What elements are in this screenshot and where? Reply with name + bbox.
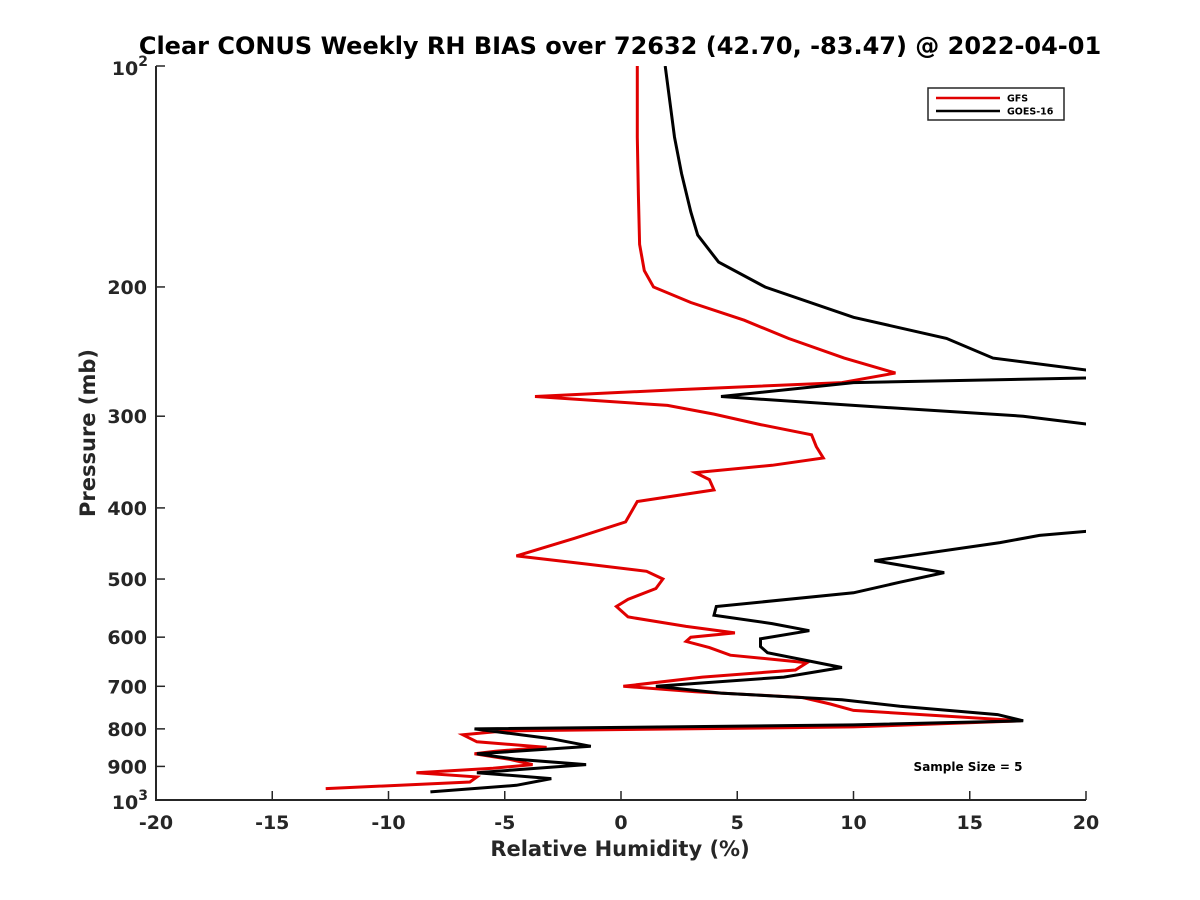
- y-tick-label: 700: [107, 676, 147, 698]
- y-tick-label: 900: [107, 756, 147, 778]
- chart-title: Clear CONUS Weekly RH BIAS over 72632 (4…: [139, 32, 1101, 60]
- axes: [155, 66, 1086, 801]
- y-tick-label: 800: [107, 719, 147, 741]
- y-tick-label: 500: [107, 569, 147, 591]
- plot-lines: [325, 66, 1086, 794]
- x-tick-label: 20: [1073, 812, 1099, 834]
- x-tick-label: 10: [840, 812, 866, 834]
- x-tick-label: 15: [957, 812, 983, 834]
- x-tick-label: -5: [494, 812, 515, 834]
- y-tick-label: 200: [107, 277, 147, 299]
- legend-label-goes-16: GOES-16: [1007, 107, 1054, 118]
- x-tick-label: -10: [371, 812, 405, 834]
- y-axis-label: Pressure (mb): [76, 349, 100, 517]
- y-tick-label: 103: [112, 788, 148, 814]
- y-tick-label: 600: [107, 627, 147, 649]
- series-line-goes-16: [430, 66, 1086, 794]
- y-axis-ticks: 102 200 300 400 500 600 700 800 900 103: [107, 54, 165, 814]
- x-tick-label: -20: [139, 812, 173, 834]
- y-tick-label: 400: [107, 498, 147, 520]
- legend-label-gfs: GFS: [1007, 94, 1028, 105]
- x-axis-ticks: -20 -15 -10 -5 0 5 10 15 20: [139, 791, 1099, 834]
- series-line-gfs: [325, 66, 1021, 791]
- x-tick-label: 5: [731, 812, 744, 834]
- sample-size-annotation: Sample Size = 5: [914, 760, 1023, 774]
- x-axis-label: Relative Humidity (%): [490, 837, 749, 861]
- x-tick-label: 0: [614, 812, 627, 834]
- legend-box: [927, 87, 1065, 121]
- legend: GFS GOES-16: [927, 87, 1065, 121]
- y-tick-label: 102: [112, 54, 148, 80]
- x-tick-label: -15: [255, 812, 289, 834]
- y-tick-label: 300: [107, 406, 147, 428]
